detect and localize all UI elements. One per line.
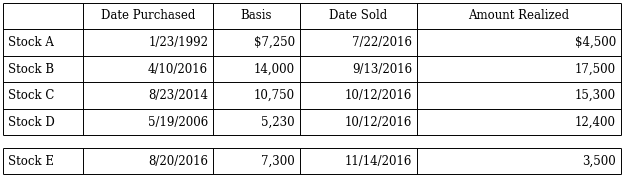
Text: Stock C: Stock C [8,89,54,102]
Text: 10/12/2016: 10/12/2016 [344,116,412,129]
Text: Date Sold: Date Sold [329,9,388,22]
Text: 1/23/1992: 1/23/1992 [148,36,208,49]
Text: 17,500: 17,500 [575,62,616,76]
Text: 10,750: 10,750 [253,89,295,102]
Text: 5,230: 5,230 [261,116,295,129]
Text: 5/19/2006: 5/19/2006 [148,116,208,129]
Text: Stock D: Stock D [8,116,55,129]
Text: Stock B: Stock B [8,62,54,76]
Text: 10/12/2016: 10/12/2016 [344,89,412,102]
Text: 11/14/2016: 11/14/2016 [344,155,412,168]
Text: Stock E: Stock E [8,155,54,168]
Text: 7,300: 7,300 [261,155,295,168]
Text: $7,250: $7,250 [253,36,295,49]
Text: Stock A: Stock A [8,36,54,49]
Text: $4,500: $4,500 [575,36,616,49]
Text: 9/13/2016: 9/13/2016 [352,62,412,76]
Text: 14,000: 14,000 [253,62,295,76]
Text: 8/20/2016: 8/20/2016 [148,155,208,168]
Text: 3,500: 3,500 [582,155,616,168]
Text: 4/10/2016: 4/10/2016 [148,62,208,76]
Text: 15,300: 15,300 [575,89,616,102]
Text: 12,400: 12,400 [575,116,616,129]
Text: Date Purchased: Date Purchased [101,9,195,22]
Text: Basis: Basis [241,9,272,22]
Text: Amount Realized: Amount Realized [469,9,570,22]
Text: 8/23/2014: 8/23/2014 [148,89,208,102]
Text: 7/22/2016: 7/22/2016 [352,36,412,49]
